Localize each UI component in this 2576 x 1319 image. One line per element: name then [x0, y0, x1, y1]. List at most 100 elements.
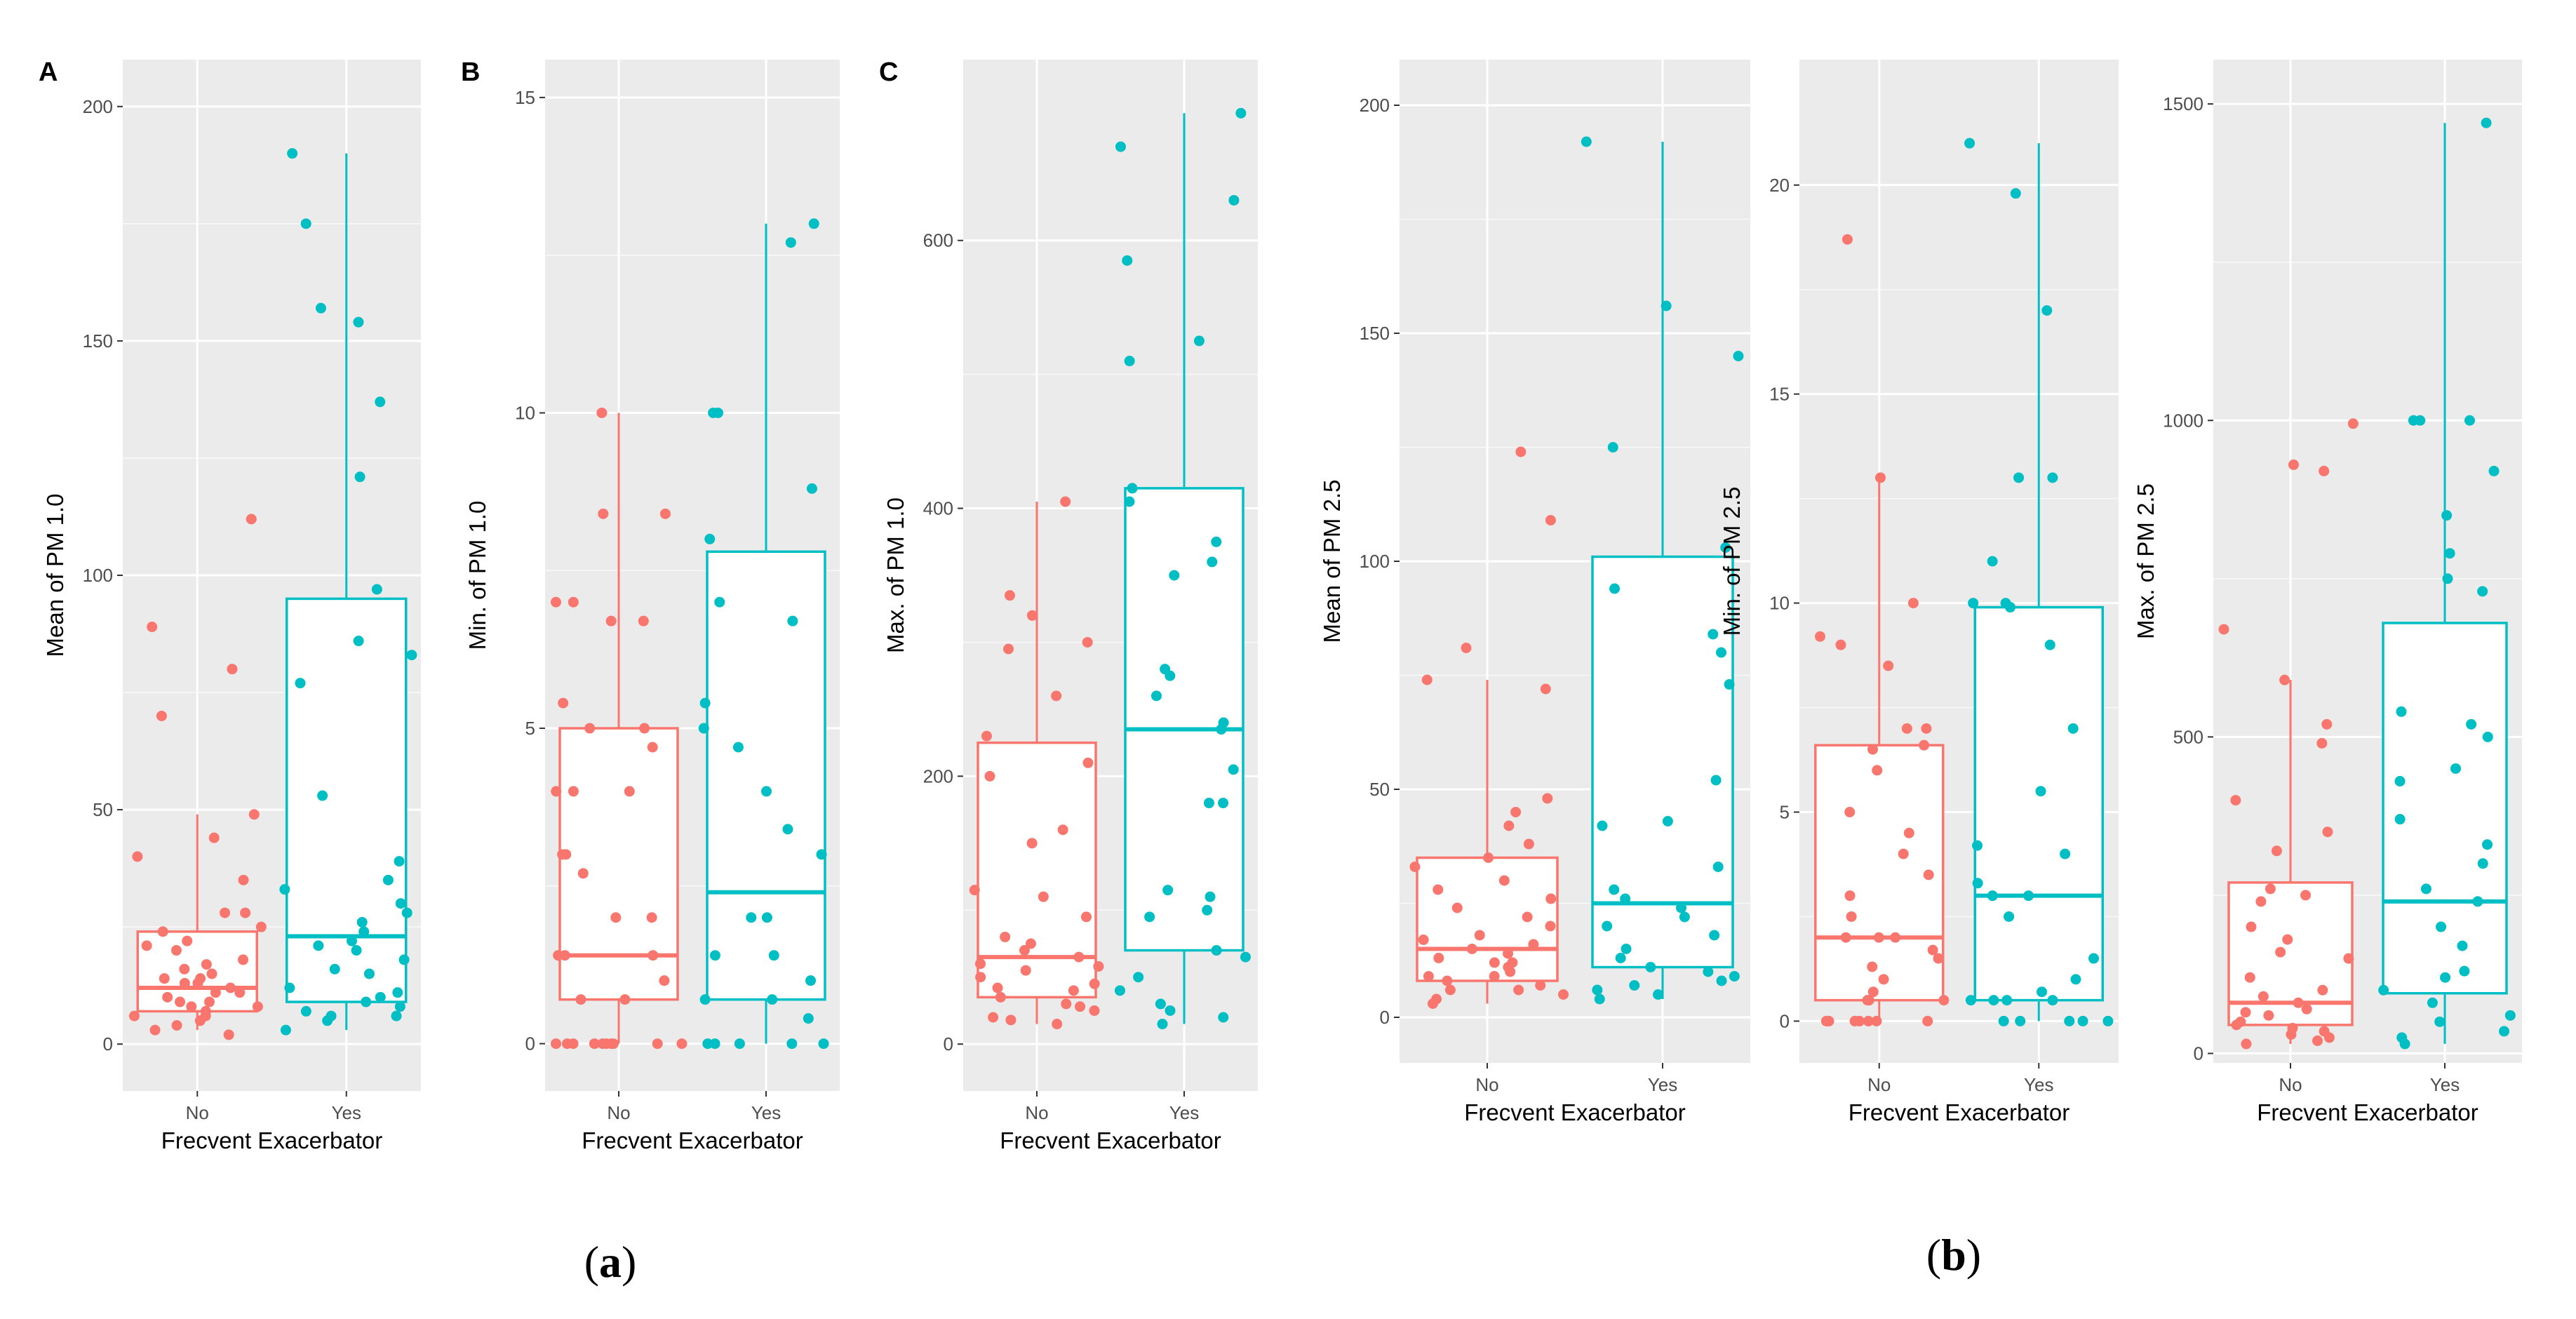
data-point [2047, 472, 2058, 483]
data-point [2288, 459, 2299, 470]
data-point [1483, 852, 1494, 863]
data-point [1594, 993, 1605, 1005]
data-point [2316, 737, 2328, 749]
data-point [1883, 660, 1894, 671]
data-point [234, 987, 246, 998]
y-tick-label: 500 [2173, 726, 2203, 747]
data-point [201, 959, 212, 970]
data-point [1409, 862, 1421, 872]
data-point [1907, 598, 1919, 609]
data-point [803, 1013, 814, 1024]
y-axis-title: Min. of PM 2.5 [1719, 487, 1745, 636]
data-point [206, 968, 217, 979]
data-point [2319, 465, 2330, 476]
data-point [1057, 824, 1068, 836]
data-point [2244, 972, 2255, 983]
data-point [992, 982, 1003, 993]
data-point [1124, 496, 1135, 507]
y-tick-label: 0 [103, 1033, 113, 1054]
box-body [136, 930, 258, 1013]
box-body [1973, 605, 2104, 1002]
data-point [2287, 1022, 2298, 1033]
data-point [2459, 965, 2470, 977]
data-point [1545, 920, 1556, 932]
data-point [2440, 972, 2451, 983]
data-point [2444, 548, 2455, 559]
data-point [1620, 893, 1631, 904]
data-point [1162, 885, 1174, 896]
data-point [2481, 117, 2492, 128]
data-point [988, 1012, 999, 1023]
data-point [1442, 975, 1453, 986]
data-point [186, 1001, 197, 1012]
data-point [568, 1038, 579, 1050]
data-point [1873, 932, 1884, 943]
x-tick-label: Yes [2430, 1074, 2460, 1095]
data-point [1938, 995, 1950, 1006]
data-point [1842, 234, 1853, 245]
data-point [2070, 974, 2081, 985]
data-point [647, 742, 658, 753]
x-axis-title: Frecvent Exacerbator [582, 1127, 803, 1153]
data-point [204, 996, 215, 1007]
data-point [714, 596, 725, 608]
data-point [712, 407, 723, 418]
data-point [1218, 717, 1229, 728]
data-point [1965, 995, 1976, 1006]
data-point [568, 786, 579, 797]
data-point [2255, 896, 2267, 907]
data-point [2420, 883, 2431, 895]
data-point [2279, 674, 2290, 685]
data-point [1515, 446, 1527, 457]
data-point [818, 1038, 829, 1050]
data-point [1127, 483, 1138, 494]
panel-4: 0 50 100 150 200 No Yes Frecvent Exacerbator Mea… [1319, 60, 1750, 1125]
data-point [1513, 984, 1524, 996]
data-point [1964, 138, 1975, 149]
data-point [351, 945, 362, 956]
data-point [1903, 827, 1914, 838]
x-tick-label: Yes [1648, 1074, 1677, 1095]
x-tick-label: No [1475, 1074, 1498, 1095]
data-point [2041, 305, 2053, 316]
data-point [200, 1010, 211, 1022]
data-point [1124, 356, 1135, 367]
data-point [156, 710, 167, 721]
data-point [1218, 1012, 1229, 1023]
data-point [1193, 335, 1205, 347]
data-point [1540, 683, 1551, 695]
data-point [767, 994, 778, 1005]
data-point [2265, 883, 2276, 895]
data-point [1068, 985, 1079, 996]
y-tick-label: 50 [93, 799, 113, 820]
y-axis-title: Max. of PM 2.5 [2133, 483, 2159, 639]
data-point [246, 514, 257, 525]
data-point [1089, 978, 1100, 989]
data-point [132, 851, 143, 862]
y-tick-label: 0 [1780, 1010, 1790, 1031]
x-axis-title: Frecvent Exacerbator [1464, 1099, 1685, 1125]
panel-letter: A [39, 58, 58, 87]
data-point [1840, 932, 1851, 943]
data-point [2077, 1015, 2088, 1026]
data-point [1489, 971, 1500, 982]
data-point [2504, 1010, 2516, 1021]
data-point [171, 1019, 182, 1031]
data-point [1820, 1015, 1832, 1026]
data-point [1720, 542, 1731, 553]
data-point [551, 786, 562, 797]
data-point [1093, 960, 1104, 972]
data-point [2396, 1032, 2408, 1043]
data-point [1872, 765, 1883, 776]
data-point [1228, 764, 1239, 775]
data-point [1522, 911, 1533, 923]
data-point [702, 1038, 713, 1050]
box-body [286, 597, 408, 1003]
x-tick-label: Yes [1169, 1102, 1199, 1123]
data-point [238, 874, 249, 885]
data-point [329, 963, 340, 975]
data-point [1000, 931, 1011, 942]
data-point [317, 790, 328, 801]
